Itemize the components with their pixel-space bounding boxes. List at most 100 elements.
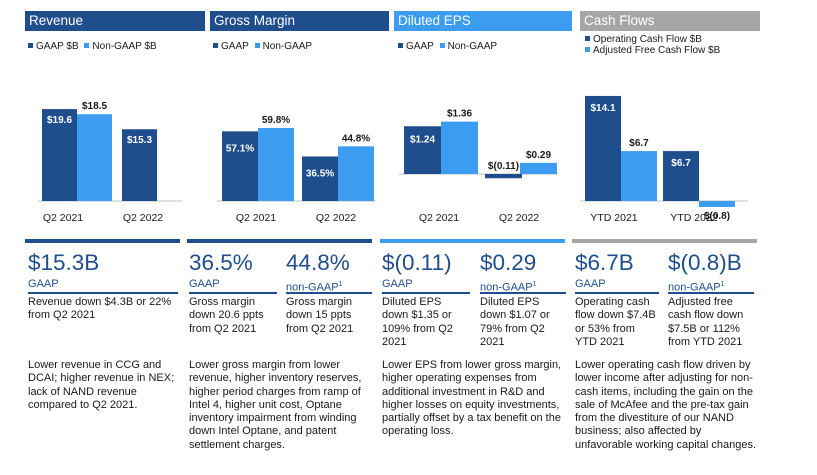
- eps-non-gaap-desc: Diluted EPS down $1.07 or 79% from Q2 20…: [480, 296, 550, 348]
- legend-label-non-gaap: Non-GAAP $B: [92, 41, 157, 52]
- legend-label-gaap: GAAP: [221, 41, 249, 52]
- eps-non-gaap-value: $0.29: [480, 250, 537, 275]
- gaap-swatch: [213, 43, 218, 49]
- legend-label-free-cash: Adjusted Free Cash Flow $B: [593, 45, 721, 56]
- legend-label-gaap: GAAP: [406, 41, 434, 52]
- chart-0-bar: [42, 109, 77, 201]
- chart-1-tick-label: Q2 2022: [316, 212, 356, 224]
- chart-3-bar: [663, 151, 699, 201]
- legend-label-non-gaap: Non-GAAP: [262, 41, 313, 52]
- cash-fcf-kind-text: non-GAAP: [668, 281, 721, 294]
- chart-2-bar: [520, 162, 557, 174]
- revenue-legend: GAAP $B Non-GAAP $B: [28, 41, 160, 52]
- gm-non-gaap-desc: Gross margin down 15 ppts from Q2 2021: [286, 296, 354, 335]
- gm-non-gaap-kind: non-GAAP1: [286, 278, 343, 295]
- chart-0-tick-label: Q2 2021: [43, 212, 83, 224]
- eps-note: Lower EPS from lower gross margin, highe…: [382, 359, 562, 438]
- chart-0-data-label: $18.5: [82, 101, 107, 112]
- eps-divider: [380, 239, 565, 243]
- chart-2-tick-label: Q2 2021: [419, 212, 459, 224]
- chart-3-bar: [585, 95, 621, 201]
- chart-2-data-label: $0.29: [526, 150, 551, 161]
- legend-label-gaap: GAAP $B: [36, 41, 79, 52]
- non-gaap-swatch: [254, 43, 260, 49]
- revenue-kpi-underline: [28, 292, 178, 294]
- chart-2-data-label: $(0.11): [488, 161, 519, 172]
- chart-1-bar: [222, 131, 258, 201]
- chart-1-bar: [258, 128, 294, 201]
- gm-gaap-underline: [189, 292, 277, 294]
- cash-ocf-value: $6.7B: [575, 250, 634, 275]
- legend-label-non-gaap: Non-GAAP: [447, 41, 498, 52]
- cash-fcf-value: $(0.8)B: [668, 250, 742, 275]
- free-cash-swatch: [585, 47, 590, 53]
- revenue-divider: [25, 239, 180, 243]
- chart-3-data-label: $(0.8): [704, 211, 730, 222]
- revenue-kpi-kind: GAAP: [28, 278, 59, 290]
- cash-note: Lower operating cash flow driven by lowe…: [575, 359, 757, 451]
- gm-gaap-value: 36.5%: [189, 250, 253, 275]
- cash-ocf-kind: GAAP: [575, 278, 606, 290]
- gross-margin-divider: [187, 239, 372, 243]
- chart-2-bar: [485, 174, 522, 179]
- non-gaap-swatch: [439, 43, 445, 49]
- eps-gaap-desc: Diluted EPS down $1.35 or 109% from Q2 2…: [382, 296, 453, 348]
- gross-margin-title: Gross Margin: [210, 11, 389, 31]
- gm-non-gaap-kind-text: non-GAAP: [286, 281, 339, 294]
- gaap-swatch: [398, 43, 403, 49]
- eps-non-gaap-underline: [480, 292, 566, 294]
- cash-fcf-underline: [668, 292, 754, 294]
- chart-3-tick-label: YTD 2022: [670, 212, 717, 224]
- diluted-eps-title: Diluted EPS: [394, 11, 572, 31]
- cash-ocf-desc: Operating cash flow down $7.4B or 53% fr…: [575, 296, 656, 348]
- chart-3-data-label: $6.7: [671, 158, 691, 169]
- cash-divider: [572, 239, 757, 243]
- chart-0-data-label: $15.3: [127, 135, 152, 146]
- chart-2-bar: [441, 121, 478, 174]
- eps-non-gaap-kind: non-GAAP1: [480, 278, 537, 295]
- cash-flows-title: Cash Flows: [580, 11, 760, 31]
- chart-2-data-label: $1.36: [447, 109, 472, 120]
- chart-1-data-label: 36.5%: [306, 168, 334, 179]
- revenue-note: Lower revenue in CCG and DCAI; higher re…: [28, 359, 175, 411]
- eps-legend: GAAP Non-GAAP: [398, 41, 500, 52]
- revenue-kpi-desc: Revenue down $4.3B or 22% from Q2 2021: [28, 296, 172, 322]
- gm-gaap-desc: Gross margin down 20.6 ppts from Q2 2021: [189, 296, 264, 335]
- chart-3-data-label: $6.7: [629, 138, 649, 149]
- chart-0-data-label: $19.6: [47, 115, 72, 126]
- non-gaap-swatch: [84, 43, 90, 49]
- chart-3-bar: [699, 201, 735, 207]
- chart-1-bar: [302, 156, 338, 201]
- chart-3-data-label: $14.1: [590, 103, 615, 114]
- chart-3-bar: [621, 151, 657, 201]
- gross-margin-note: Lower gross margin from lower revenue, h…: [189, 359, 362, 451]
- cash-fcf-desc: Adjusted free cash flow down $7.5B or 11…: [668, 296, 744, 348]
- chart-0-bar: [122, 129, 157, 201]
- chart-1-bar: [338, 146, 374, 201]
- gross-margin-legend: GAAP Non-GAAP: [213, 41, 315, 52]
- gm-footnote-mark: 1: [338, 281, 343, 288]
- revenue-title: Revenue: [25, 11, 205, 31]
- cash-ocf-underline: [575, 292, 659, 294]
- operating-cash-swatch: [585, 36, 590, 42]
- gm-non-gaap-underline: [286, 292, 372, 294]
- cash-footnote-mark: 1: [720, 281, 725, 288]
- chart-2-tick-label: Q2 2022: [499, 212, 539, 224]
- eps-gaap-underline: [382, 292, 470, 294]
- eps-gaap-kind: GAAP: [382, 278, 413, 290]
- eps-non-gaap-kind-text: non-GAAP: [480, 281, 533, 294]
- gm-gaap-kind: GAAP: [189, 278, 220, 290]
- revenue-kpi-value: $15.3B: [28, 250, 100, 275]
- chart-1-tick-label: Q2 2021: [236, 212, 276, 224]
- chart-3-tick-label: YTD 2021: [590, 212, 637, 224]
- chart-2-data-label: $1.24: [410, 134, 435, 145]
- legend-label-operating-cash: Operating Cash Flow $B: [593, 34, 702, 45]
- chart-1-data-label: 44.8%: [342, 133, 370, 144]
- chart-0-bar: [77, 114, 112, 201]
- chart-1-data-label: 57.1%: [226, 143, 254, 154]
- eps-footnote-mark: 1: [532, 281, 537, 288]
- cash-legend: Operating Cash Flow $B Adjusted Free Cas…: [585, 34, 720, 56]
- gm-non-gaap-value: 44.8%: [286, 250, 350, 275]
- chart-0-tick-label: Q2 2022: [123, 212, 163, 224]
